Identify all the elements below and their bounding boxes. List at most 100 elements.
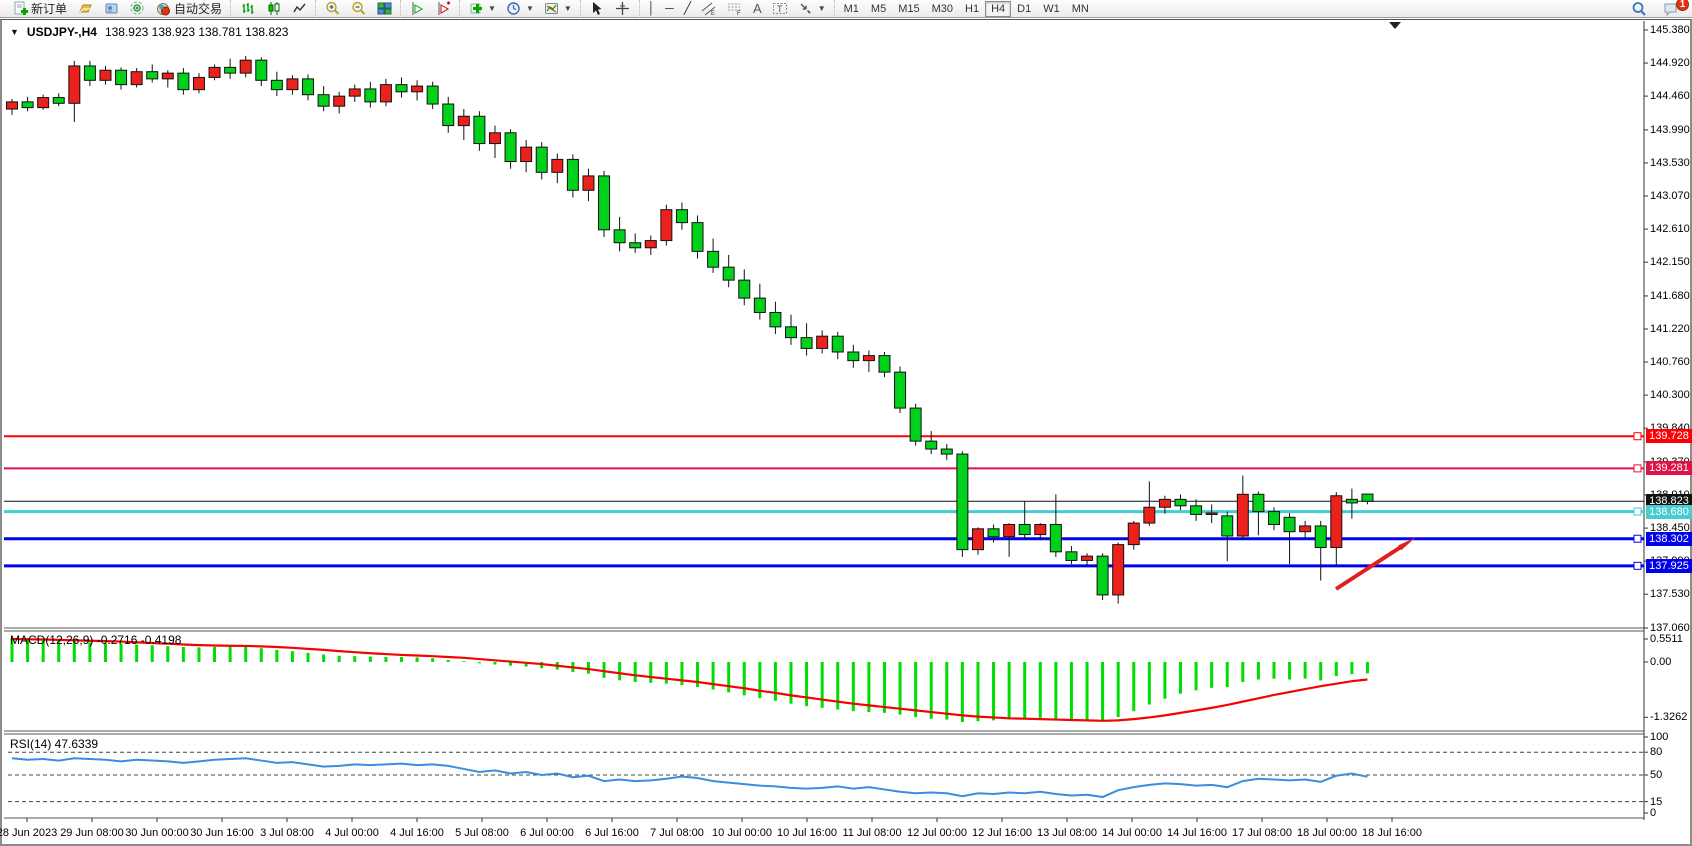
add-indicator-button[interactable]: ▼ (463, 1, 501, 17)
fibonacci-tool-button[interactable]: F (722, 1, 748, 17)
rsi-tick-label: 80 (1650, 746, 1663, 759)
timeframe-button-mn[interactable]: MN (1071, 2, 1089, 15)
indicator-window-button[interactable] (404, 1, 430, 17)
signals-icon (129, 1, 145, 16)
timeframe-button-d1[interactable]: D1 (1017, 2, 1032, 15)
hline-price-label: 139.281 (1646, 461, 1692, 476)
notification-badge: 1 (1676, 0, 1689, 11)
price-tick-label: 144.920 (1650, 57, 1690, 70)
chart-window[interactable] (0, 19, 1692, 846)
time-axis-label: 4 Jul 00:00 (325, 827, 379, 839)
add-indicator-icon (468, 1, 484, 16)
toolbar-right-icons: 1 (1626, 0, 1689, 17)
time-axis-label: 17 Jul 08:00 (1232, 827, 1292, 839)
new-order-label: 新订单 (31, 2, 68, 16)
price-tick-label: 143.990 (1650, 123, 1690, 136)
arrows-tool-caret: ▼ (817, 4, 826, 13)
line-chart-mode-button[interactable] (286, 1, 312, 17)
autotrade-button[interactable]: 自动交易 (150, 1, 227, 17)
data-window-icon (103, 1, 119, 16)
time-axis-label: 29 Jun 08:00 (60, 827, 124, 839)
hline-price-label: 137.925 (1646, 558, 1692, 573)
svg-text:F: F (737, 11, 741, 16)
time-axis-label: 13 Jul 08:00 (1037, 827, 1097, 839)
timeframe-button-h1[interactable]: H1 (965, 2, 980, 15)
indicator-window-add-button[interactable] (430, 1, 456, 17)
indicator-window-icon (409, 1, 425, 16)
price-tick-label: 142.150 (1650, 256, 1690, 269)
price-tick-label: 140.760 (1650, 356, 1690, 369)
timeframe-button-w1[interactable]: W1 (1043, 2, 1060, 15)
vline-tool-button[interactable]: │ (643, 1, 661, 17)
rsi-tick-label: 100 (1650, 731, 1669, 743)
data-window-button[interactable] (98, 1, 124, 17)
chart-symbol-period: USDJPY-,H4 (26, 25, 97, 39)
market-watch-icon (77, 1, 93, 16)
bar-chart-icon (239, 1, 255, 16)
text-tool-button[interactable]: A (748, 1, 767, 17)
line-chart-icon (291, 1, 307, 16)
time-axis-label: 12 Jul 00:00 (907, 827, 967, 839)
price-tick-label: 137.060 (1650, 622, 1690, 634)
toolbar-group-timeframes: M1 M5 M15 M30 H1 H4 D1 W1 MN (833, 0, 1098, 18)
timeframe-button-m30[interactable]: M30 (931, 2, 954, 15)
time-axis-label: 6 Jul 16:00 (585, 827, 639, 839)
time-axis-label: 30 Jun 00:00 (125, 827, 189, 839)
template-icon (544, 1, 560, 16)
timeframe-button-m15[interactable]: M15 (898, 2, 920, 15)
price-tick-label: 144.460 (1650, 90, 1690, 103)
rsi-tick-label: 50 (1650, 769, 1663, 781)
text-label-icon: T (772, 1, 788, 16)
tile-windows-button[interactable] (371, 1, 397, 17)
arrows-tool-button[interactable]: ▼ (793, 1, 831, 17)
timeframe-button-m1[interactable]: M1 (843, 2, 859, 15)
price-tick-label: 138.450 (1650, 522, 1690, 535)
channel-tool-button[interactable]: E (696, 1, 722, 17)
toolbar-group-trade: 新订单 自动交易 (4, 0, 230, 18)
autotrade-label: 自动交易 (174, 2, 223, 16)
timeframe-button-h4[interactable]: H4 (985, 0, 1012, 17)
price-tick-label: 143.530 (1650, 156, 1690, 169)
notifications-button[interactable]: 1 (1658, 0, 1689, 17)
toolbar-group-draw: │ ─ ╱ E F A T ▼ (638, 0, 834, 18)
text-label-tool-button[interactable]: T (767, 1, 793, 17)
add-indicator-caret: ▼ (488, 4, 496, 13)
chart-collapse-icon[interactable]: ▼ (10, 27, 19, 37)
new-order-button[interactable]: 新订单 (7, 1, 72, 17)
trendline-icon: ╱ (683, 1, 692, 15)
time-axis-label: 18 Jul 16:00 (1362, 827, 1422, 839)
autotrade-icon (155, 1, 171, 16)
chart-title-line: ▼ USDJPY-,H4 138.923 138.923 138.781 138… (10, 25, 288, 39)
template-button[interactable]: ▼ (539, 1, 577, 17)
search-button[interactable] (1626, 1, 1652, 17)
market-watch-button[interactable] (72, 1, 98, 17)
crosshair-icon (615, 1, 631, 16)
cursor-tool-button[interactable] (584, 1, 610, 17)
time-axis-label: 14 Jul 16:00 (1167, 827, 1227, 839)
zoom-in-button[interactable] (319, 1, 345, 17)
bar-chart-mode-button[interactable] (234, 1, 260, 17)
new-order-icon (12, 1, 28, 16)
time-axis-label: 10 Jul 16:00 (777, 827, 837, 839)
timeframe-button-m5[interactable]: M5 (870, 2, 887, 15)
price-axis[interactable] (1646, 20, 1692, 820)
toolbar-group-cursor (579, 0, 639, 18)
time-axis-label: 28 Jun 2023 (0, 827, 58, 839)
candlestick-mode-button[interactable] (260, 1, 286, 17)
template-caret: ▼ (563, 4, 572, 13)
text-tool-icon: A (753, 1, 762, 16)
time-axis-label: 10 Jul 00:00 (712, 827, 772, 839)
crosshair-tool-button[interactable] (610, 1, 636, 17)
zoom-out-button[interactable] (345, 1, 371, 17)
time-axis-label: 18 Jul 00:00 (1297, 827, 1357, 839)
trendline-tool-button[interactable]: ╱ (679, 1, 696, 17)
price-tick-label: 142.610 (1650, 223, 1690, 236)
signals-button[interactable] (124, 1, 150, 17)
hline-tool-button[interactable]: ─ (660, 1, 679, 17)
time-axis-label: 30 Jun 16:00 (190, 827, 254, 839)
period-button[interactable]: ▼ (501, 1, 539, 17)
price-tick-label: 140.300 (1650, 389, 1690, 402)
time-axis-label: 3 Jul 08:00 (260, 827, 314, 839)
time-axis-label: 4 Jul 16:00 (390, 827, 444, 839)
price-tick-label: 137.530 (1650, 588, 1690, 601)
